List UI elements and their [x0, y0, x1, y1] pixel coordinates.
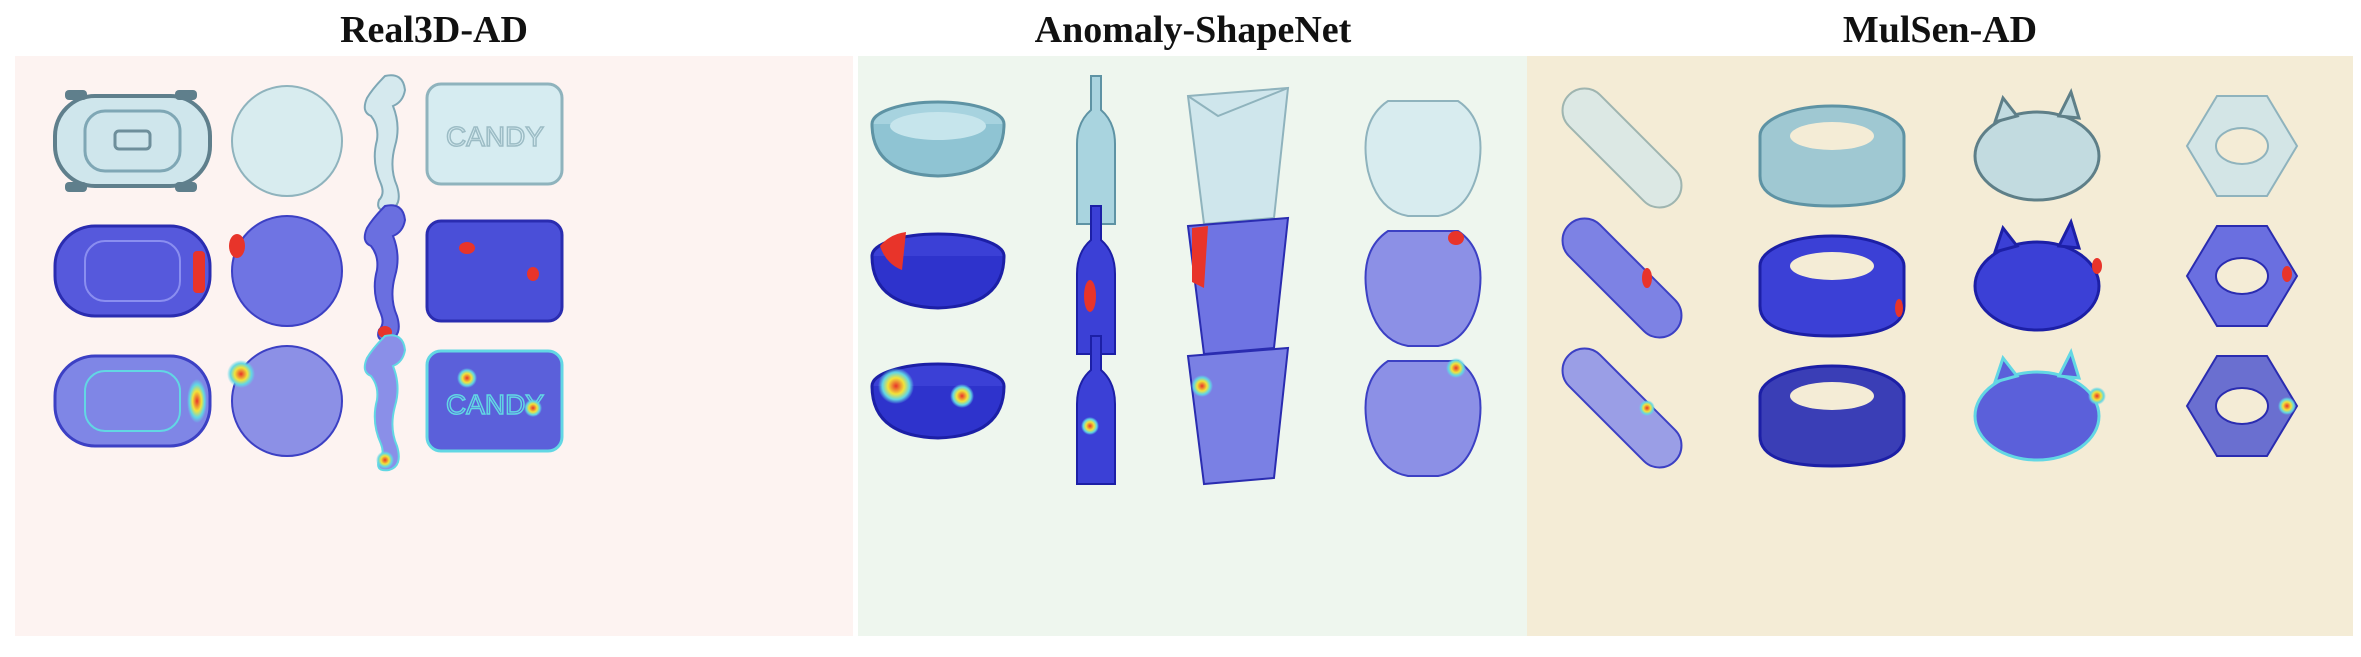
panel-title-anomaly-shapenet: Anomaly-ShapeNet: [1034, 9, 1352, 51]
plate-input: [231, 85, 343, 197]
jar-gt-anomaly: [1448, 231, 1464, 245]
panel-real3d: CANDY CANDY: [15, 56, 853, 636]
panel-anomaly-shapenet: [858, 56, 1528, 636]
plate-gt: [229, 215, 343, 327]
plate-heatmap: [227, 345, 343, 457]
candy-heatmap: CANDY: [425, 349, 564, 453]
vase-heatmap: [1186, 346, 1290, 486]
ring-gt: [1758, 234, 1906, 338]
piggy-input: [1973, 87, 2101, 202]
nut-input: [2185, 95, 2299, 197]
ring-heatmap: [1758, 364, 1906, 468]
panel-title-mulsen: MulSen-AD: [1842, 9, 2038, 51]
seahorse-input: [363, 74, 407, 212]
panel-mulsen: [1527, 56, 2353, 636]
seahorse-gt: [363, 204, 407, 342]
vase-input: [1186, 86, 1290, 226]
capsule-input: [1561, 87, 1683, 209]
vase-gt: [1186, 216, 1290, 356]
real3d-figure: CANDY CANDY: [53, 74, 564, 472]
bowl-heatmap: [870, 362, 1006, 440]
bottle-heatmap: [1076, 335, 1116, 485]
ring-input: [1758, 104, 1906, 208]
nut-heatmap: [2185, 355, 2299, 457]
car-heatmap: [53, 354, 212, 448]
jar-gt: [1364, 230, 1482, 347]
car-gt: [53, 224, 212, 318]
car-input: [53, 90, 212, 192]
svg-text:CANDY: CANDY: [446, 121, 544, 152]
jar-input: [1364, 100, 1482, 217]
seahorse-heatmap: [363, 334, 407, 472]
capsule-gt: [1561, 217, 1683, 339]
bottle-input: [1076, 75, 1116, 225]
mulsen-figure: [1561, 87, 2299, 469]
bowl-input: [870, 100, 1006, 178]
bottle-gt: [1076, 205, 1116, 355]
piggy-heatmap: [1973, 347, 2106, 462]
nut-gt: [2185, 225, 2299, 327]
candy-gt: [425, 219, 564, 323]
capsule-heatmap: [1561, 347, 1683, 469]
bowl-gt: [870, 232, 1006, 310]
panel-title-real3d: Real3D-AD: [340, 9, 528, 51]
candy-input: CANDY: [425, 82, 564, 186]
jar-heatmap: [1364, 360, 1482, 477]
anomaly-shapenet-figure: [870, 75, 1482, 486]
piggy-gt: [1973, 217, 2102, 332]
jar-heatmap-anomaly: [1446, 358, 1466, 378]
